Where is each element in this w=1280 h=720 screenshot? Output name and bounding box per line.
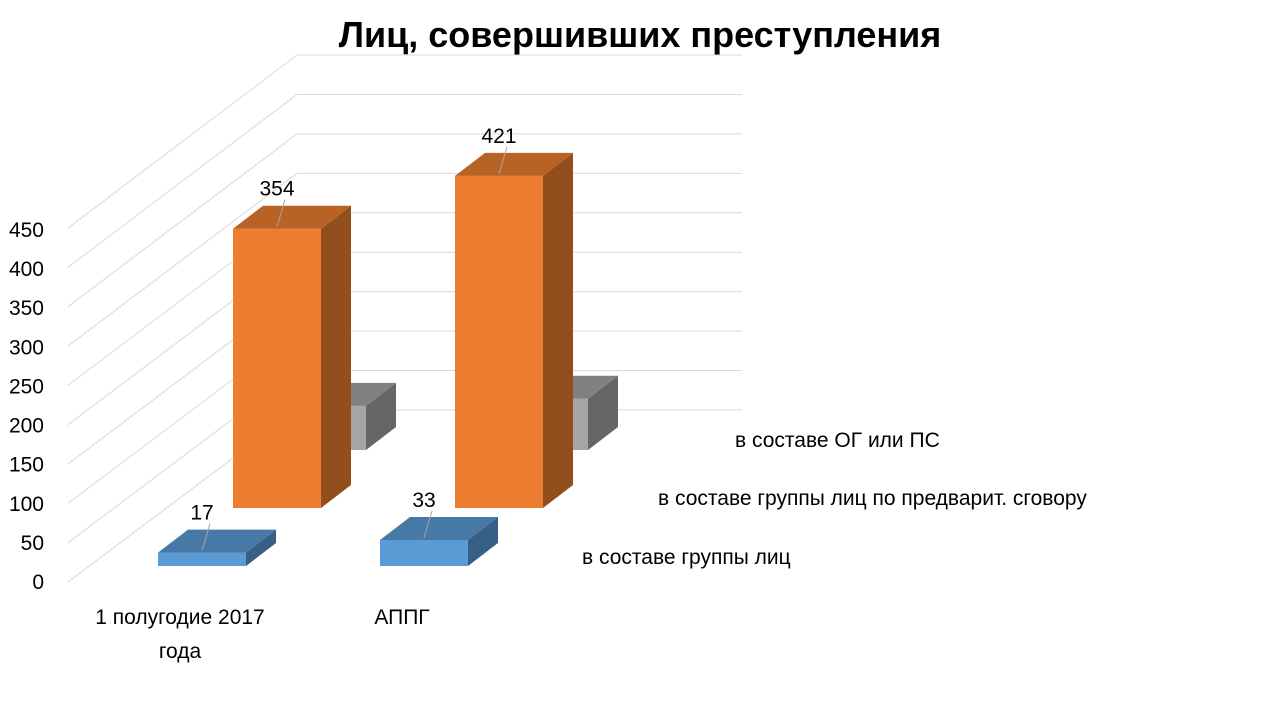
series-label: в составе группы лиц [582, 546, 791, 569]
y-tick-label: 450 [9, 219, 44, 242]
category-label: года [159, 640, 202, 663]
leader-line [498, 146, 508, 174]
bar-side [246, 529, 276, 566]
y-tick-label: 150 [9, 454, 44, 477]
bar-side [588, 375, 618, 450]
leader-line [423, 510, 433, 539]
data-label: 33 [412, 489, 435, 512]
gridline-side [67, 172, 298, 347]
series-label: в составе группы лиц по предварит. сгово… [658, 487, 1087, 510]
y-tick-label: 250 [9, 375, 44, 398]
bar [455, 152, 573, 508]
y-tick-label: 350 [9, 297, 44, 320]
bar [380, 516, 498, 566]
bar-side [321, 205, 351, 508]
gridline-side [67, 133, 298, 308]
data-label: 354 [259, 178, 294, 201]
bars: 56653544211733 [158, 125, 618, 566]
data-label: 421 [481, 125, 516, 148]
series-axis-labels: в составе группы лиц в составе группы лиц… [582, 429, 1087, 569]
chart-title: Лиц, совершивших преступления [338, 14, 942, 55]
y-tick-label: 50 [21, 532, 44, 555]
y-tick-label: 200 [9, 415, 44, 438]
gridlines [67, 54, 742, 583]
y-tick-label: 300 [9, 336, 44, 359]
y-tick-label: 0 [32, 571, 44, 594]
bar-side [468, 516, 498, 566]
gridline-side [67, 54, 298, 229]
bar-top [158, 529, 276, 553]
data-label: 17 [190, 502, 213, 525]
bar-front [455, 175, 543, 508]
category-label: АППГ [374, 606, 429, 629]
bar-top [455, 152, 573, 176]
y-tick-label: 400 [9, 258, 44, 281]
bar-front [158, 552, 246, 566]
leader-line [276, 199, 286, 227]
bar-front [380, 539, 468, 566]
bar [158, 529, 276, 566]
bar-top [233, 205, 351, 229]
gridline-side [67, 94, 298, 268]
series-label: в составе ОГ или ПС [735, 429, 940, 452]
y-axis-ticks: 0 50 100 150 200 250 300 350 400 450 [9, 219, 44, 594]
bar [233, 205, 351, 508]
x-axis-labels: 1 полугодие 2017 года АППГ [95, 606, 429, 663]
leader-line [201, 523, 211, 551]
bar-front [233, 228, 321, 508]
category-label: 1 полугодие 2017 [95, 606, 265, 629]
bar-side [543, 152, 573, 508]
bar-top [380, 516, 498, 540]
bar-side [366, 382, 396, 450]
y-tick-label: 100 [9, 493, 44, 516]
